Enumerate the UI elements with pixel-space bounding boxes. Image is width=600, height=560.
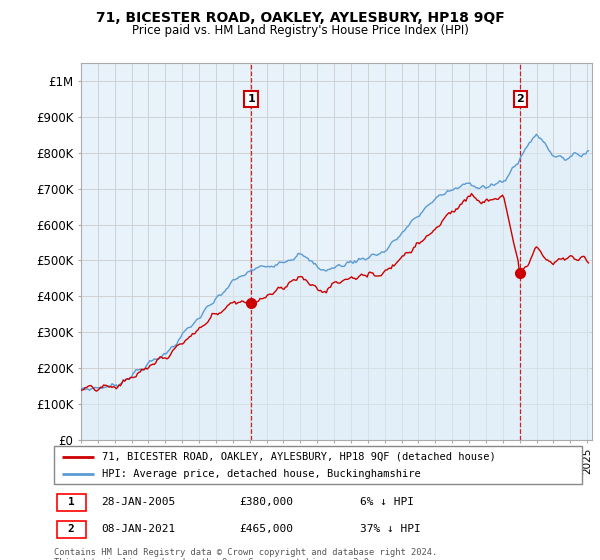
Text: 1: 1 <box>247 94 255 104</box>
Text: 2: 2 <box>68 524 74 534</box>
Text: HPI: Average price, detached house, Buckinghamshire: HPI: Average price, detached house, Buck… <box>101 469 420 479</box>
Text: 2: 2 <box>516 94 524 104</box>
Text: 37% ↓ HPI: 37% ↓ HPI <box>360 524 421 534</box>
FancyBboxPatch shape <box>54 446 582 484</box>
FancyBboxPatch shape <box>56 494 86 511</box>
Text: £380,000: £380,000 <box>239 497 293 507</box>
FancyBboxPatch shape <box>56 521 86 538</box>
Text: Contains HM Land Registry data © Crown copyright and database right 2024.
This d: Contains HM Land Registry data © Crown c… <box>54 548 437 560</box>
Text: Price paid vs. HM Land Registry's House Price Index (HPI): Price paid vs. HM Land Registry's House … <box>131 24 469 36</box>
Text: £465,000: £465,000 <box>239 524 293 534</box>
Text: 1: 1 <box>68 497 74 507</box>
Text: 71, BICESTER ROAD, OAKLEY, AYLESBURY, HP18 9QF (detached house): 71, BICESTER ROAD, OAKLEY, AYLESBURY, HP… <box>101 451 495 461</box>
Text: 6% ↓ HPI: 6% ↓ HPI <box>360 497 414 507</box>
Text: 28-JAN-2005: 28-JAN-2005 <box>101 497 176 507</box>
Text: 71, BICESTER ROAD, OAKLEY, AYLESBURY, HP18 9QF: 71, BICESTER ROAD, OAKLEY, AYLESBURY, HP… <box>95 11 505 25</box>
Text: 08-JAN-2021: 08-JAN-2021 <box>101 524 176 534</box>
